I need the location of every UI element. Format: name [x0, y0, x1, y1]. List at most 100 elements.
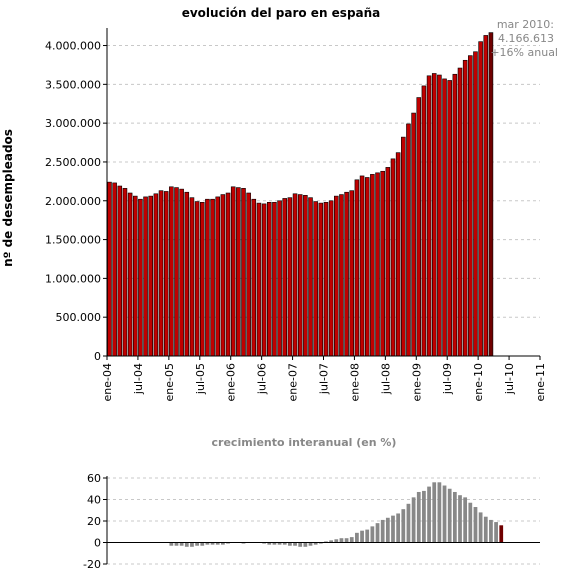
main-bar [112, 182, 117, 357]
sub-bar [478, 512, 483, 543]
main-bar [344, 191, 349, 357]
sub-bar [179, 542, 184, 546]
main-bar [488, 32, 494, 357]
main-x-tick-label: ene-09 [410, 363, 423, 401]
main-bar [411, 112, 416, 357]
main-bar [163, 191, 169, 357]
sub-bar [437, 482, 442, 543]
sub-bar [298, 542, 303, 547]
main-bar [266, 202, 272, 357]
sub-bar [494, 522, 498, 543]
main-x-tick-label: ene-11 [534, 363, 547, 401]
sub-bar [339, 538, 344, 543]
sub-bar [468, 502, 473, 543]
main-bar [308, 197, 313, 357]
main-bar [473, 51, 478, 357]
main-bar [153, 193, 159, 357]
main-bar [169, 186, 174, 357]
main-bar [205, 198, 210, 357]
main-bar [297, 194, 303, 357]
sub-bar [324, 541, 328, 543]
sub-bar [226, 542, 230, 544]
main-bar [447, 80, 452, 357]
main-chart-annotation: mar 2010: 4.166.613 +16% anual [490, 18, 558, 59]
main-y-tick-label: 2.500.000 [45, 156, 101, 169]
sub-bar [375, 523, 380, 543]
main-x-tick-label: ene-10 [472, 363, 485, 401]
sub-bar [463, 497, 468, 543]
sub-chart-y-ticks: -20 0 20 40 60 [83, 472, 107, 571]
main-bar [339, 194, 344, 357]
main-bar [272, 202, 277, 357]
main-x-tick-label: ene-06 [225, 363, 238, 401]
sub-bar [355, 532, 359, 543]
sub-y-tick-label: 0 [94, 537, 101, 550]
main-bar [303, 195, 308, 357]
sub-bar [406, 503, 411, 543]
sub-y-tick-label: 40 [87, 494, 101, 507]
sub-bar [303, 542, 308, 547]
main-bar [107, 181, 112, 357]
sub-bar [262, 542, 266, 544]
main-bar [457, 67, 463, 357]
sub-bar [473, 507, 478, 543]
sub-bar [190, 542, 194, 547]
main-bar [241, 188, 246, 357]
main-bar [334, 195, 339, 357]
sub-bar [370, 526, 375, 543]
main-bar [328, 200, 334, 357]
sub-bar [416, 491, 421, 543]
sub-bar [205, 542, 210, 545]
sub-bar [349, 537, 354, 543]
main-bar [437, 74, 442, 357]
sub-bar [396, 513, 401, 543]
main-bar [246, 192, 251, 357]
sub-bar [401, 509, 406, 543]
main-bar [215, 196, 221, 357]
main-bar [220, 194, 226, 357]
sub-bar [499, 525, 504, 543]
main-chart-grid [107, 45, 540, 318]
sub-bar [277, 542, 282, 545]
sub-bar [282, 542, 287, 545]
main-bar [380, 170, 385, 357]
main-bar [194, 201, 200, 357]
main-bar [256, 202, 262, 357]
main-y-tick-label: 2.000.000 [45, 195, 101, 208]
sub-bar [293, 542, 297, 546]
main-bar [483, 35, 489, 357]
main-x-tick-label: jul-10 [503, 363, 516, 395]
main-bar [468, 55, 473, 357]
main-bar [426, 75, 432, 357]
main-y-tick-label: 500.000 [56, 311, 102, 324]
main-x-tick-label: ene-05 [163, 363, 176, 401]
main-bar [122, 188, 128, 357]
sub-bar [489, 519, 493, 543]
main-bar [349, 190, 355, 357]
main-bar [251, 198, 257, 357]
sub-bar [215, 542, 220, 545]
main-bar [174, 187, 179, 357]
main-bar [462, 59, 468, 357]
sub-bar [334, 539, 339, 543]
main-bar [354, 179, 360, 357]
main-bar [292, 193, 298, 357]
sub-bar [344, 538, 349, 543]
main-x-tick-label: jul-06 [256, 363, 269, 395]
sub-chart-title: crecimiento interanual (en %) [212, 436, 397, 449]
sub-bar [411, 497, 416, 543]
main-bar [210, 198, 215, 357]
main-x-tick-label: jul-08 [379, 363, 392, 395]
main-bar [401, 136, 406, 357]
main-y-tick-label: 4.000.000 [45, 40, 101, 53]
main-bar [416, 97, 422, 357]
main-bar [158, 190, 164, 357]
main-y-tick-label: 3.500.000 [45, 78, 101, 91]
sub-bar [432, 482, 437, 543]
sub-bar [200, 542, 205, 546]
sub-y-tick-label: 20 [87, 515, 101, 528]
main-bar [127, 192, 133, 357]
main-x-tick-label: jul-05 [194, 363, 207, 395]
main-bar [225, 192, 231, 357]
